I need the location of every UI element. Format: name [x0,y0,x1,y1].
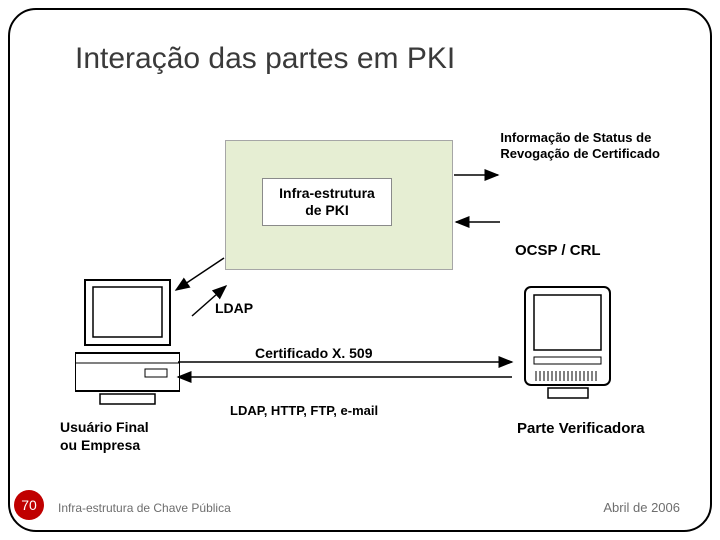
info-status-line2: Revogação de Certificado [500,146,660,161]
pki-label-line2: de PKI [305,202,349,218]
ocsp-crl-label: OCSP / CRL [515,242,601,259]
user-line2: ou Empresa [60,437,140,453]
info-status-line1: Informação de Status de [500,130,651,145]
verifier-computer-icon [520,285,615,400]
info-status-label: Informação de Status de Revogação de Cer… [500,130,660,163]
ldap-label: LDAP [215,300,253,316]
slide-number-badge: 70 [14,490,44,520]
pki-label-line1: Infra-estrutura [279,185,375,201]
user-line1: Usuário Final [60,419,149,435]
footer-right-text: Abril de 2006 [603,500,680,515]
certificate-label: Certificado X. 509 [255,345,373,361]
protocols-label: LDAP, HTTP, FTP, e-mail [230,403,378,418]
footer-left-text: Infra-estrutura de Chave Pública [58,501,231,515]
end-user-computer-icon [75,275,180,405]
pki-infrastructure-label: Infra-estrutura de PKI [262,178,392,226]
verifier-label: Parte Verificadora [517,420,645,437]
end-user-label: Usuário Final ou Empresa [60,418,149,454]
slide-title: Interação das partes em PKI [75,42,455,76]
